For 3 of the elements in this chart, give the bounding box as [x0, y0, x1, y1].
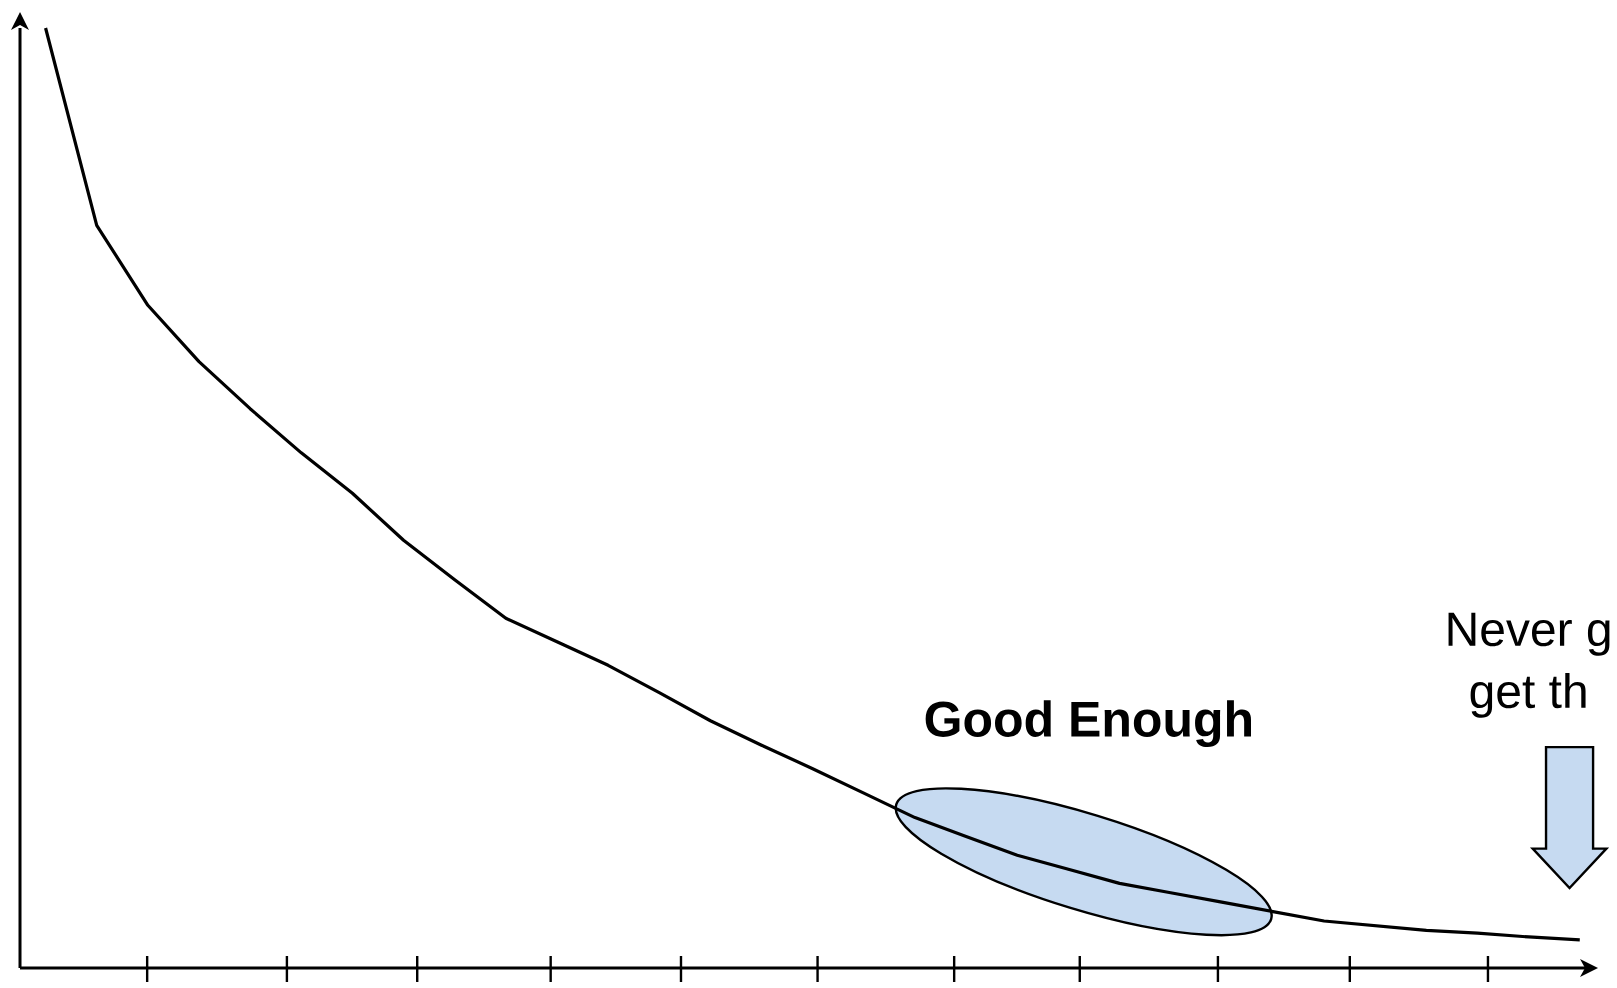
- annotation: Good Enough: [925, 700, 1251, 747]
- annotation: get th: [1470, 673, 1586, 718]
- annotation: Never g: [1448, 612, 1610, 656]
